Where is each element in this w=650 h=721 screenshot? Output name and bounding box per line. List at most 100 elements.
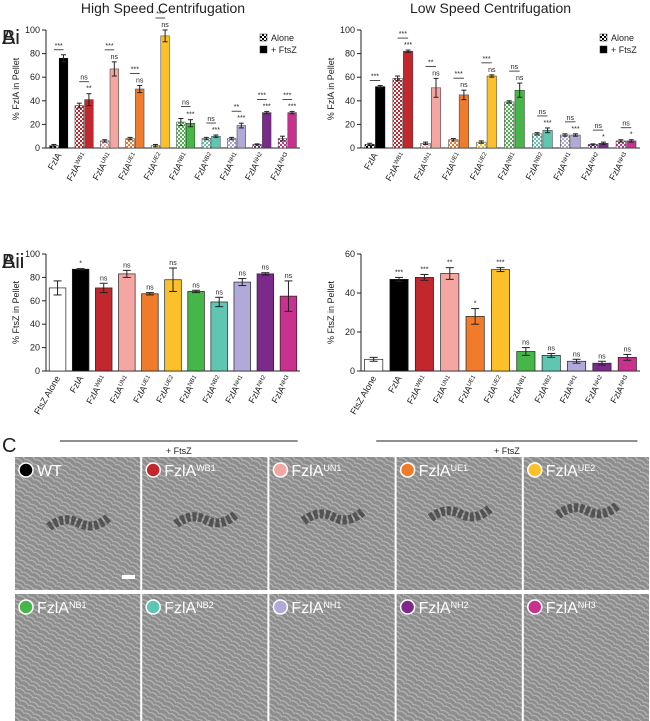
significance-label: ns (161, 22, 169, 29)
micrograph (269, 594, 395, 721)
significance-label: *** (258, 92, 266, 99)
label-part: NH3 (279, 374, 291, 388)
significance-label: ns (548, 345, 556, 352)
label-part: NB1 (187, 374, 198, 388)
bar (118, 273, 136, 372)
significance-label: *** (131, 66, 139, 73)
label-part: NB2 (533, 151, 544, 165)
y-tick-label: 40 (345, 96, 355, 106)
x-tick-label: FzlA (386, 374, 404, 395)
x-tick-label: FzlAUE1 (131, 373, 155, 404)
tile-label: FzlAUE1 (419, 463, 469, 480)
significance-label: * (79, 261, 82, 268)
micrograph (269, 457, 395, 590)
error-bar (279, 135, 285, 142)
error-bar (547, 352, 556, 358)
error-bar (471, 308, 480, 325)
y-tick-label: 60 (345, 72, 355, 82)
x-tick-label: FzlAUE2 (482, 373, 506, 404)
significance-label: ns (239, 271, 247, 278)
significance-label: ns (624, 346, 632, 353)
ring-structure (554, 501, 621, 519)
error-bar (162, 29, 168, 43)
bar (570, 134, 581, 149)
x-tick-label: FzlANH1 (223, 373, 247, 405)
label-part: FzlA (546, 600, 578, 617)
significance-label: ** (86, 86, 92, 93)
significance-label: ns (573, 351, 581, 358)
label-part: NH2 (451, 600, 469, 610)
error-bar (111, 61, 117, 77)
color-dot (272, 599, 289, 615)
error-bar (600, 141, 606, 145)
x-tick-label: FzlA (362, 151, 380, 172)
error-bar (86, 93, 92, 107)
significance-label: *** (237, 115, 245, 122)
significance-label: * (602, 134, 605, 141)
significance-label: ns (539, 109, 547, 116)
label-part: FzlA (419, 463, 451, 480)
x-tick-label: FzlANH3 (270, 373, 294, 405)
error-bar (76, 102, 82, 109)
significance-label: *** (156, 11, 164, 18)
bar (141, 293, 159, 372)
significance-label: ns (598, 353, 606, 360)
label-part: WB1 (75, 151, 87, 166)
panel-letter: Bi (2, 27, 20, 49)
bar (375, 86, 386, 149)
color-dot (272, 462, 289, 478)
micrograph (396, 594, 522, 721)
label-part: NH1 (568, 374, 580, 388)
error-bar (215, 296, 224, 308)
label-part: WB1 (415, 374, 427, 389)
error-bar (562, 133, 568, 137)
bar (71, 268, 90, 372)
significance-label: ns (488, 67, 496, 74)
ring-structure (300, 507, 367, 525)
bar (403, 50, 414, 149)
label-part: NB2 (196, 600, 214, 610)
bar (392, 78, 403, 149)
error-bar (102, 139, 108, 143)
bar (414, 277, 434, 372)
error-bar (395, 276, 404, 282)
legend-label: + FtsZ (611, 45, 637, 55)
error-bar (264, 110, 270, 115)
error-bar (423, 141, 429, 145)
label-part: NH2 (253, 151, 265, 165)
micrograph (15, 594, 141, 721)
y-tick-label: 60 (30, 296, 40, 306)
label-part: NH3 (617, 151, 629, 165)
significance-label: *** (186, 112, 194, 119)
tile-label: FzlANH1 (291, 600, 341, 617)
label-part: FzlA (362, 151, 380, 172)
legend-swatch (259, 33, 268, 42)
error-bar (145, 292, 154, 296)
error-bar (152, 143, 158, 148)
label-part: FzlA (37, 600, 69, 617)
significance-label: *** (212, 127, 220, 134)
significance-label: ns (80, 75, 88, 82)
color-dot (145, 462, 161, 478)
y-tick-label: 100 (25, 249, 40, 259)
label-part: NH2 (589, 151, 601, 165)
significance-label: *** (482, 56, 490, 63)
y-tick-label: 0 (350, 143, 355, 153)
error-bar (618, 139, 624, 143)
x-tick-label: FzlAUE2 (154, 373, 178, 404)
panel-letter: Ai (2, 27, 20, 49)
legend-swatch (599, 45, 608, 54)
tile-label: FzlANH2 (419, 600, 469, 617)
bar (236, 125, 246, 149)
error-bar (284, 280, 293, 312)
significance-label: ns (432, 70, 440, 77)
significance-label: ns (567, 115, 575, 122)
label-part: UN1 (118, 374, 130, 388)
x-tick-label: FzlANB1 (167, 150, 191, 181)
micrograph (396, 457, 522, 590)
legend-label: Alone (271, 33, 294, 43)
panel-letter: Aii (2, 251, 24, 273)
error-bar (506, 100, 512, 104)
bar (491, 269, 510, 372)
